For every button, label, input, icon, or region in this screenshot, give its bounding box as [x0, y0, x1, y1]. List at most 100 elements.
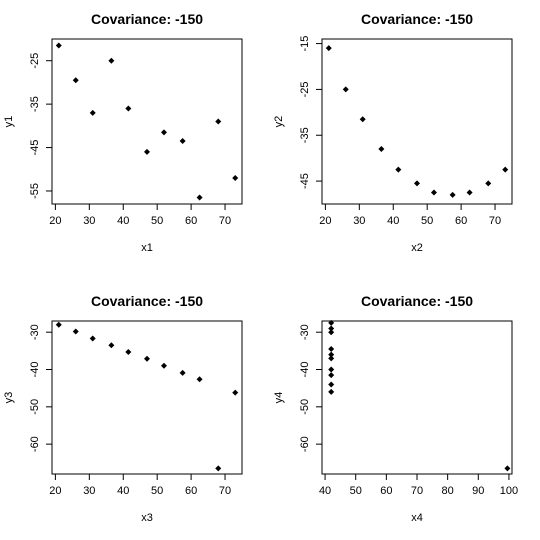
- data-point: [466, 189, 473, 196]
- plot-frame: [51, 38, 243, 205]
- plot-frame: [51, 320, 243, 475]
- x-tick-label: 50: [151, 485, 163, 497]
- x-tick-label: 100: [500, 485, 518, 497]
- x-tick-label: 70: [489, 215, 501, 227]
- chart-title: Covariance: -150: [91, 11, 203, 27]
- scatter-panel-1: Covariance: -150 20 30 40 50 60 70 -25 -35 -45 -55…: [3, 11, 243, 254]
- data-point: [359, 116, 366, 123]
- x-tick-label: 70: [219, 485, 231, 497]
- y-axis-label: y1: [3, 116, 15, 128]
- x-tick-label: 40: [387, 215, 399, 227]
- data-point: [485, 180, 492, 187]
- data-point: [328, 388, 335, 395]
- data-point: [328, 319, 335, 326]
- x-tick-label: 90: [472, 485, 484, 497]
- y-axis-label: y3: [3, 392, 15, 404]
- data-point: [125, 105, 132, 112]
- y-tick-label: -60: [29, 436, 41, 452]
- x-tick-label: 30: [353, 215, 365, 227]
- chart-title: Covariance: -150: [91, 293, 203, 309]
- y-tick-label: -50: [29, 399, 41, 415]
- x-tick-label: 60: [380, 485, 392, 497]
- data-point: [179, 369, 186, 376]
- x-axis-label: x1: [141, 242, 153, 254]
- data-point: [328, 355, 335, 362]
- data-point: [72, 328, 79, 335]
- data-point: [378, 146, 385, 152]
- x-tick-label: 20: [49, 215, 61, 227]
- x-tick-label: 40: [117, 215, 129, 227]
- data-point: [55, 42, 62, 49]
- x-tick-label: 30: [83, 215, 95, 227]
- data-point: [328, 366, 335, 373]
- data-point: [72, 77, 79, 84]
- data-point: [215, 118, 222, 125]
- x-tick-label: 70: [219, 215, 231, 227]
- data-point: [144, 148, 150, 155]
- data-point: [414, 180, 420, 187]
- data-point: [328, 372, 335, 379]
- chart-title: Covariance: -150: [361, 293, 473, 309]
- x-tick-label: 50: [151, 215, 163, 227]
- data-point: [325, 45, 332, 52]
- x-tick-label: 30: [83, 485, 95, 497]
- y-tick-label: -35: [299, 127, 311, 143]
- x-tick-label: 40: [117, 485, 129, 497]
- y-tick-label: -45: [299, 173, 311, 189]
- y-axis-label: y4: [273, 392, 285, 404]
- data-point: [502, 166, 509, 173]
- data-point: [125, 348, 132, 355]
- chart-title: Covariance: -150: [361, 11, 473, 27]
- data-point: [179, 138, 186, 145]
- x-tick-label: 50: [350, 485, 362, 497]
- data-point: [215, 465, 222, 472]
- scatter-panel-4: Covariance: -150 40 50 60 70 80 90 100 -30 -40 -50…: [273, 293, 518, 524]
- data-point: [89, 335, 96, 342]
- y-tick-label: -50: [299, 399, 311, 415]
- y-tick-label: -30: [299, 324, 311, 340]
- scatter-panel-2: Covariance: -150 20 30 40 50 60 70 -15 -25 -35 -45…: [273, 11, 513, 254]
- data-point: [328, 381, 335, 388]
- x-tick-label: 70: [411, 485, 423, 497]
- y-tick-label: -15: [299, 36, 311, 52]
- data-point: [430, 189, 437, 196]
- data-point: [108, 57, 115, 64]
- data-point: [504, 465, 511, 472]
- data-point: [160, 362, 167, 369]
- x-tick-label: 60: [185, 485, 197, 497]
- data-point: [55, 321, 62, 328]
- data-point: [328, 325, 335, 332]
- data-point: [196, 376, 203, 383]
- data-point: [160, 129, 167, 136]
- data-point: [232, 389, 239, 396]
- data-point: [196, 194, 203, 201]
- y-tick-label: -25: [299, 81, 311, 97]
- data-point: [328, 345, 335, 352]
- x-tick-label: 60: [455, 215, 467, 227]
- scatter-panel-3: Covariance: -150 20 30 40 50 60 70 -30 -40 -50 -60…: [3, 293, 243, 524]
- x-tick-label: 40: [319, 485, 331, 497]
- data-point: [328, 329, 335, 336]
- y-tick-label: -40: [299, 362, 311, 378]
- x-tick-label: 50: [421, 215, 433, 227]
- y-tick-label: -45: [29, 140, 41, 156]
- data-point: [144, 355, 150, 362]
- y-tick-label: -55: [29, 183, 41, 199]
- y-tick-label: -35: [29, 96, 41, 112]
- x-axis-label: x2: [411, 242, 423, 254]
- y-tick-label: -30: [29, 324, 41, 340]
- x-axis-label: x4: [411, 512, 423, 524]
- y-tick-label: -60: [299, 436, 311, 452]
- data-point: [108, 342, 115, 349]
- x-tick-label: 60: [185, 215, 197, 227]
- x-tick-label: 20: [49, 485, 61, 497]
- data-point: [449, 191, 456, 198]
- y-tick-label: -25: [29, 53, 41, 69]
- data-point: [232, 174, 239, 181]
- x-axis-label: x3: [141, 512, 153, 524]
- plot-frame: [321, 38, 513, 205]
- data-point: [395, 166, 402, 173]
- data-point: [328, 351, 335, 358]
- x-tick-label: 80: [442, 485, 454, 497]
